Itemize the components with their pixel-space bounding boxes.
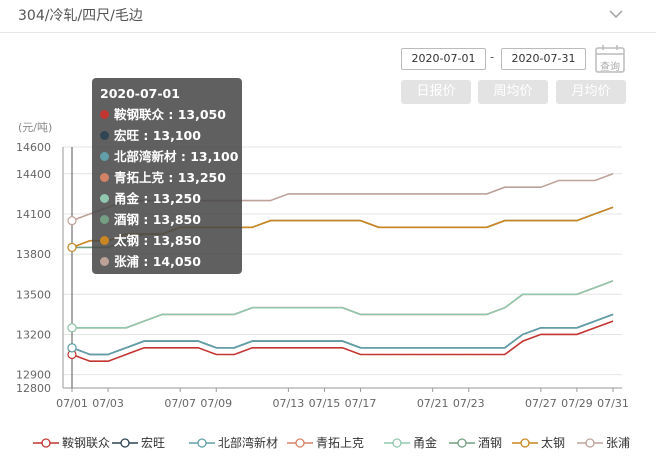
daily-price-button[interactable]: 日报价 <box>401 80 471 104</box>
series-line <box>72 280 614 329</box>
tooltip-row: 酒钢 : 13,850 <box>100 209 234 230</box>
series-color-dot <box>100 131 109 140</box>
weekly-average-button[interactable]: 周均价 <box>478 80 548 104</box>
data-point <box>67 343 77 353</box>
legend-label: 酒钢 <box>478 436 503 450</box>
chevron-down-icon[interactable] <box>606 5 626 25</box>
x-tick-label: 07/07 <box>164 397 196 410</box>
tooltip-row: 宏旺 : 13,100 <box>100 125 234 146</box>
y-tick-label: 12800 <box>16 382 51 395</box>
series-color-dot <box>100 236 109 245</box>
date-separator: - <box>490 50 495 64</box>
series-line <box>71 320 614 363</box>
y-tick-label: 14400 <box>16 168 51 181</box>
series-color-dot <box>100 152 109 161</box>
series-5 <box>67 280 614 333</box>
x-tick-label: 07/29 <box>561 397 593 410</box>
tooltip-row: 甬金 : 13,250 <box>100 188 234 209</box>
tooltip-value: 宏旺 : 13,100 <box>114 128 201 143</box>
x-tick-label: 07/03 <box>92 397 124 410</box>
legend-swatch <box>287 438 313 448</box>
legend-label: 青拓上克 <box>316 436 365 450</box>
x-tick-label: 07/21 <box>417 397 449 410</box>
y-unit-label: (元/吨) <box>18 121 52 134</box>
x-tick-label: 07/01 <box>56 397 88 410</box>
x-tick-label: 07/15 <box>309 397 341 410</box>
tooltip-row: 北部湾新材 : 13,100 <box>100 146 238 167</box>
x-tick-label: 07/13 <box>273 397 305 410</box>
monthly-average-button[interactable]: 月均价 <box>556 80 626 104</box>
series-line <box>72 280 614 329</box>
tooltip-row: 鞍钢联众 : 13,050 <box>100 104 234 125</box>
y-tick-label: 13800 <box>16 248 51 261</box>
x-tick-label: 07/09 <box>200 397 232 410</box>
tooltip-row: 太钢 : 13,850 <box>100 230 234 251</box>
tooltip-date: 2020-07-01 <box>100 86 180 101</box>
calendar-query-label: 查询 <box>600 62 620 73</box>
tooltip-row: 张浦 : 14,050 <box>100 251 234 272</box>
page-header: 304/冷轧/四尺/毛边 <box>0 0 656 33</box>
data-point <box>67 323 77 333</box>
tooltip-value: 太钢 : 13,850 <box>114 233 201 248</box>
y-tick-label: 12900 <box>16 369 51 382</box>
tooltip-value: 酒钢 : 13,850 <box>114 212 201 227</box>
tooltip-value: 鞍钢联众 : 13,050 <box>114 107 226 122</box>
legend-label: 鞍钢联众 <box>62 436 111 450</box>
chart-tooltip: 2020-07-01 鞍钢联众 : 13,050 宏旺 : 13,100 北部湾新材… <box>92 78 242 274</box>
legend-label: 张浦 <box>606 436 631 450</box>
end-date-input[interactable]: 2020-07-31 <box>501 48 586 70</box>
x-tick-label: 07/17 <box>345 397 377 410</box>
legend-swatch <box>33 438 59 448</box>
start-date-input[interactable]: 2020-07-01 <box>401 48 486 70</box>
series-color-dot <box>100 215 109 224</box>
tooltip-value: 甬金 : 13,250 <box>114 191 201 206</box>
chart-legend: 鞍钢联众 宏旺 北部湾新材 青拓上克 甬金 酒钢 太钢 张浦 <box>0 430 656 456</box>
legend-label: 甬金 <box>413 436 438 450</box>
legend-label: 宏旺 <box>141 436 166 450</box>
legend-swatch <box>512 438 538 448</box>
legend-swatch <box>112 438 138 448</box>
data-point <box>67 242 77 253</box>
x-tick-label: 07/23 <box>453 397 485 410</box>
series-3 <box>67 313 614 356</box>
legend-swatch <box>189 438 215 448</box>
series-color-dot <box>100 257 109 266</box>
legend-label: 太钢 <box>541 436 566 450</box>
x-tick-label: 07/31 <box>597 397 629 410</box>
tooltip-value: 张浦 : 14,050 <box>114 254 201 269</box>
tooltip-row: 青拓上克 : 13,250 <box>100 167 234 188</box>
calendar-query-button[interactable]: 查询 <box>593 44 627 74</box>
product-title: 304/冷轧/四尺/毛边 <box>18 8 143 24</box>
calendar-icon <box>595 45 625 73</box>
data-point <box>67 216 77 226</box>
legend-swatch <box>384 438 410 448</box>
y-tick-label: 13200 <box>16 328 51 341</box>
y-tick-label: 14600 <box>16 141 51 154</box>
legend-label: 北部湾新材 <box>218 436 279 450</box>
series-line <box>71 313 614 356</box>
series-4 <box>67 280 614 333</box>
y-tick-label: 13500 <box>16 288 51 301</box>
y-tick-label: 14100 <box>16 208 51 221</box>
legend-swatch <box>577 438 603 448</box>
x-tick-label: 07/27 <box>525 397 557 410</box>
legend-swatch <box>449 438 475 448</box>
tooltip-value: 青拓上克 : 13,250 <box>114 170 226 185</box>
series-color-dot <box>100 173 109 182</box>
tooltip-value: 北部湾新材 : 13,100 <box>114 149 239 164</box>
series-color-dot <box>100 110 109 119</box>
series-color-dot <box>100 194 109 203</box>
